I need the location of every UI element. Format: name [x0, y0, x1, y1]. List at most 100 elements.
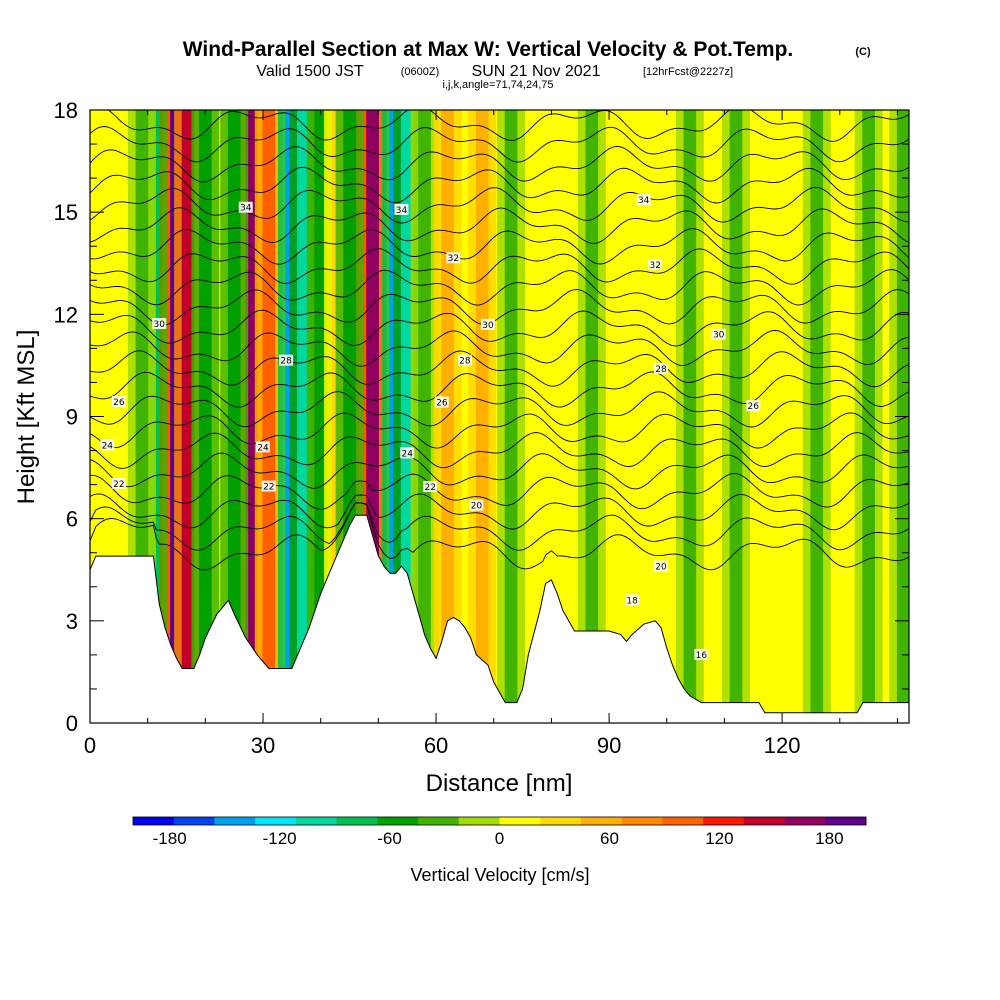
contour-label-text: 32	[448, 254, 459, 264]
y-tick-label: 15	[54, 200, 78, 225]
contour-label-text: 24	[102, 441, 114, 451]
y-tick-label: 9	[66, 405, 78, 430]
contour-label-text: 22	[425, 483, 436, 493]
theta-contour	[90, 269, 909, 306]
x-tick-label: 60	[424, 733, 448, 758]
contour-label-box	[100, 439, 115, 451]
contour-label: 26	[434, 396, 449, 409]
theta-contour	[90, 289, 909, 326]
contour-label: 30	[480, 318, 495, 331]
contour-label: 18	[625, 594, 640, 606]
contour-label-text: 24	[257, 443, 269, 453]
contour-label-text: 34	[240, 204, 252, 214]
subtitle-date: SUN 21 Nov 2021	[472, 63, 601, 80]
x-tick-label: 0	[84, 733, 96, 758]
contour-label-text: 26	[436, 399, 448, 409]
contour-label-text: 22	[263, 483, 274, 493]
contour-label-box	[111, 396, 126, 408]
contour-label-text: 28	[459, 357, 471, 367]
contour-label-box	[469, 499, 484, 511]
plot-area: 20 22 22 22 24 24 24 26 26 26 28 28 28 30 30 30 32 32 34 34…	[90, 110, 909, 723]
terrain	[90, 514, 909, 723]
contour-label-box	[480, 318, 495, 330]
contour-label: 30	[711, 328, 726, 341]
subtitle-params: i,j,k,angle=71,74,24,75	[442, 79, 553, 91]
theta-contour	[90, 473, 909, 510]
contour-label: 28	[279, 354, 294, 367]
y-axis: 0 3 6 9 12 15 18	[54, 98, 909, 736]
theta-contours	[90, 110, 909, 571]
theta-contour	[90, 391, 909, 428]
x-axis: 0 30 60 90 120	[84, 110, 898, 758]
x-tick-label: 120	[764, 733, 801, 758]
contour-label-box	[400, 447, 415, 459]
y-tick-label: 18	[54, 98, 78, 123]
contour-label-box	[256, 441, 271, 453]
contour-label-text: 30	[713, 331, 725, 341]
theta-contour	[90, 371, 909, 408]
velocity-core	[314, 110, 328, 723]
theta-contour	[90, 166, 909, 204]
contour-label: 26	[746, 400, 761, 412]
contour-label: 22	[423, 481, 438, 493]
contour-label-text: 26	[113, 398, 125, 408]
colorbar-tick-label: 60	[600, 829, 619, 848]
contour-label-text: 20	[471, 502, 483, 512]
contour-label-box	[434, 396, 449, 408]
theta-contour	[90, 126, 909, 163]
contour-label: 34	[394, 203, 409, 216]
contour-label-text: 28	[655, 365, 667, 375]
y-tick-label: 0	[66, 711, 78, 736]
theta-contour	[90, 432, 909, 469]
contour-label-text: 22	[113, 480, 124, 490]
title-mark: (C)	[855, 46, 871, 58]
contour-label-box	[446, 252, 461, 264]
theta-contour	[90, 248, 909, 285]
velocity-core	[227, 110, 241, 723]
contour-label-box	[394, 203, 409, 215]
colorbar-swatch	[336, 817, 378, 825]
velocity-core	[245, 110, 258, 723]
velocity-core	[545, 110, 558, 723]
contour-label: 24	[100, 439, 115, 451]
colorbar-tick-label: -120	[263, 829, 297, 848]
subtitle-utc: (0600Z)	[401, 66, 440, 78]
velocity-core	[810, 110, 824, 723]
theta-contour	[90, 452, 909, 490]
colorbar-swatch	[743, 817, 786, 825]
contour-label: 28	[457, 354, 472, 367]
velocity-core	[297, 110, 310, 723]
contour-label-box	[279, 354, 294, 366]
colorbar-frame	[132, 816, 867, 826]
colorbar-swatch	[703, 817, 745, 825]
contour-labels: 20 22 22 22 24 24 24 26 26 26 28 28 28 30 30 30 32 32 34 34…	[100, 194, 761, 661]
velocity-core	[504, 110, 518, 723]
chart-title: Wind-Parallel Section at Max W: Vertical…	[183, 38, 794, 61]
contour-label: 20	[653, 560, 668, 572]
velocity-core	[441, 110, 454, 723]
contour-label: 16	[694, 648, 709, 661]
x-axis-label: Distance [nm]	[426, 770, 573, 797]
velocity-core	[418, 110, 431, 723]
contour-label-box	[711, 328, 726, 340]
colorbar-swatch	[214, 817, 256, 825]
colorbar-tick-label: 120	[705, 829, 733, 848]
contour-label: 24	[400, 447, 415, 459]
contour-label-box	[238, 201, 253, 213]
subtitle-valid: Valid 1500 JST	[256, 63, 364, 80]
contour-label-text: 32	[649, 261, 660, 271]
colorbar-tick-label: -60	[377, 829, 402, 848]
colorbar-tick-label: -180	[153, 829, 187, 848]
colorbar-swatch	[499, 817, 541, 825]
contour-label: 34	[636, 194, 651, 206]
theta-contour	[90, 228, 909, 265]
contour-label: 22	[261, 480, 276, 493]
theta-contour	[90, 350, 909, 388]
colorbar: -180 -120 -60 0 60 120 180	[132, 816, 867, 848]
colorbar-swatch	[540, 817, 582, 825]
colorbar-swatch	[133, 817, 175, 825]
contour-label-box	[653, 362, 668, 374]
colorbar-swatch	[580, 817, 623, 825]
colorbar-swatch	[295, 817, 338, 825]
contour-label-text: 16	[696, 651, 708, 661]
